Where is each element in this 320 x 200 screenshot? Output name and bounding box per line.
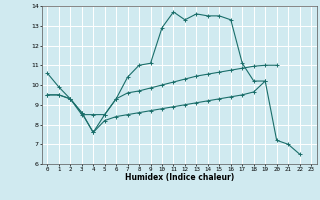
X-axis label: Humidex (Indice chaleur): Humidex (Indice chaleur) — [124, 173, 234, 182]
